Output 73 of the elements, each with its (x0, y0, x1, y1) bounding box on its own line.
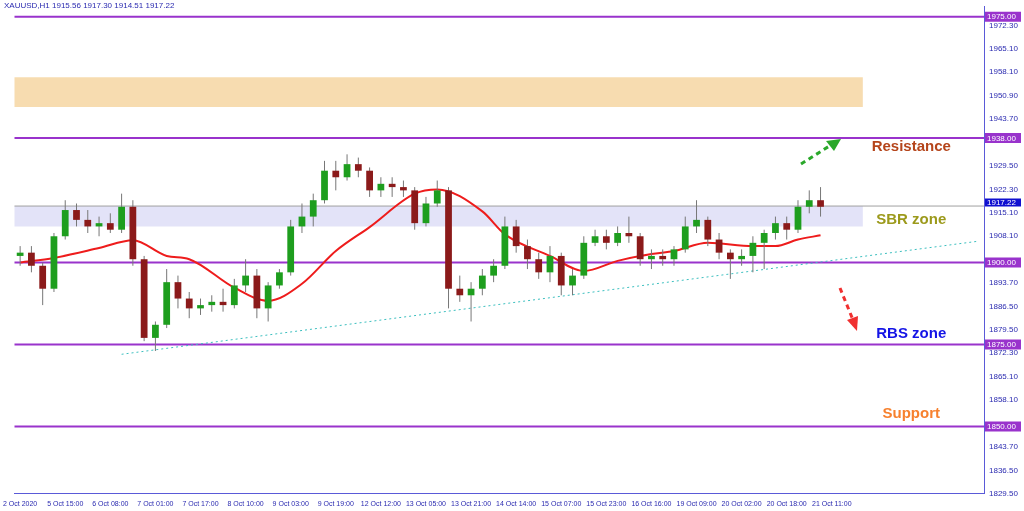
candlestick (366, 166, 373, 198)
candlestick (726, 248, 734, 280)
annotation: RBS zone (876, 324, 947, 342)
y-tick-label: 1965.10 (989, 44, 1019, 54)
annotation: SBR zone (876, 210, 947, 228)
candlestick (772, 216, 779, 241)
candlestick (354, 157, 362, 178)
y-tick-label: 1958.10 (989, 67, 1019, 77)
annotation: Resistance (871, 137, 951, 155)
candlestick (670, 245, 678, 267)
y-tick-label: 1922.30 (989, 184, 1019, 194)
y-tick-label: 1893.70 (989, 278, 1019, 288)
ref-line-label: 1900.00 (987, 258, 1017, 268)
candlestick (535, 252, 543, 280)
candlestick (817, 186, 824, 218)
candlestick (185, 291, 193, 319)
candlestick (377, 176, 385, 198)
y-tick-label: 1915.10 (989, 208, 1019, 218)
candlestick (422, 196, 430, 227)
candlestick (783, 216, 791, 241)
ref-line-label: 1917.22 (987, 198, 1017, 208)
candlestick (309, 193, 317, 227)
candlestick (760, 229, 768, 270)
y-tick-label: 1858.10 (989, 395, 1019, 405)
candlestick (805, 189, 813, 214)
candlestick (39, 261, 47, 306)
ref-line-label: 1850.00 (987, 422, 1017, 432)
y-tick-label: 1836.50 (989, 465, 1019, 475)
candlestick (84, 209, 92, 234)
candlestick (230, 278, 238, 309)
candlestick (332, 160, 340, 191)
candlestick (242, 258, 249, 293)
ref-line-label: 1938.00 (987, 133, 1017, 143)
candlestick (478, 268, 486, 296)
candlestick (174, 275, 182, 309)
candlestick (614, 225, 621, 247)
candlestick (118, 193, 125, 234)
y-tick-label: 1972.30 (989, 20, 1019, 30)
candlestick (681, 216, 689, 254)
candlestick (524, 239, 531, 270)
y-tick-label: 1943.70 (989, 114, 1019, 124)
y-tick-label: 1872.30 (989, 348, 1019, 358)
candlestick (602, 229, 610, 250)
y-tick-label: 1886.50 (989, 301, 1019, 311)
candlestick (433, 180, 441, 208)
candlestick (693, 199, 700, 234)
candlestick (152, 321, 159, 352)
ref-line-label: 1875.00 (987, 340, 1017, 350)
y-tick-label: 1879.50 (989, 324, 1019, 334)
y-tick-label: 1843.70 (989, 442, 1019, 452)
candlestick (490, 258, 497, 283)
y-tick-label: 1829.50 (989, 488, 1019, 498)
candlestick (106, 212, 114, 234)
y-tick-label: 1950.90 (989, 90, 1019, 100)
candlestick (16, 245, 24, 267)
candlestick (648, 248, 655, 270)
candlestick (388, 176, 396, 198)
candlestick (73, 202, 80, 227)
candlestick (456, 275, 464, 303)
candlestick (264, 281, 272, 322)
y-tick-label: 1929.50 (989, 160, 1019, 170)
candlestick (512, 219, 520, 254)
y-tick-label: 1908.10 (989, 231, 1019, 241)
candlestick (28, 245, 35, 273)
candlestick (591, 229, 599, 247)
ref-line-label: 1975.00 (987, 12, 1017, 22)
candlestick (276, 268, 283, 290)
y-tick-label: 1865.10 (989, 372, 1019, 382)
candlestick (636, 232, 644, 267)
candlestick (704, 216, 712, 247)
chart-title: XAUUSD,H1 1915.56 1917.30 1914.51 1917.22 (4, 1, 175, 10)
annotation: Support (882, 404, 941, 422)
candlestick (569, 268, 576, 296)
